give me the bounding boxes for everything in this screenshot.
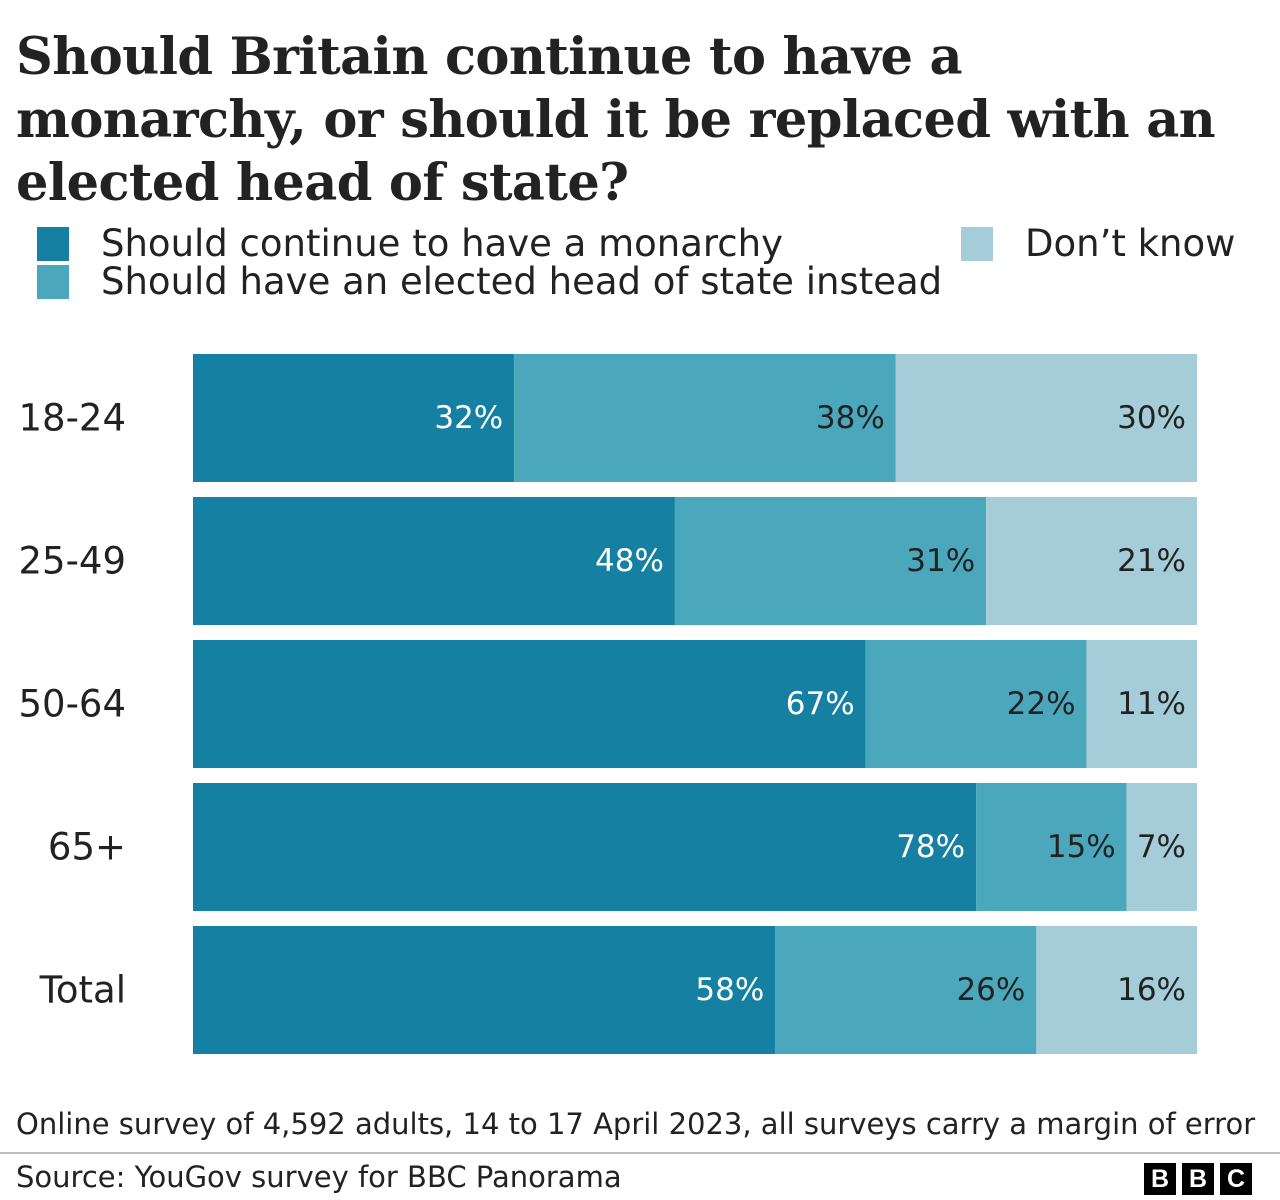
- data-label-total-monarchy: 58%: [695, 972, 764, 1008]
- data-label-18-24-dont-know: 30%: [1117, 400, 1186, 436]
- data-label-50-64-dont-know: 11%: [1117, 686, 1186, 722]
- bar-65-elected-head: [976, 783, 1127, 911]
- legend-item-elected-head: Should have an elected head of state ins…: [37, 262, 942, 302]
- data-label-65-elected-head: 15%: [1047, 829, 1116, 865]
- stacked-bar-chart: 18-24 32% 38% 30% 25-49 48% 31% 21% 50-64 67% 22% 1…: [18, 354, 1197, 1054]
- category-label-65: 65+: [48, 826, 126, 869]
- bar-total-dont-know: [1036, 926, 1197, 1054]
- bar-50-64-elected-head: [865, 640, 1087, 768]
- data-label-25-49-monarchy: 48%: [595, 543, 664, 579]
- legend-swatch-monarchy: [37, 227, 69, 261]
- data-label-50-64-monarchy: 67%: [786, 686, 855, 722]
- legend-item-dont-know: Don’t know: [961, 224, 1235, 264]
- data-label-total-elected-head: 26%: [956, 972, 1025, 1008]
- category-label-total: Total: [39, 969, 126, 1012]
- footer-divider: [0, 1152, 1280, 1154]
- bar-total-monarchy: [193, 926, 776, 1054]
- data-label-18-24-elected-head: 38%: [816, 400, 885, 436]
- bar-50-64-dont-know: [1086, 640, 1197, 768]
- data-label-total-dont-know: 16%: [1117, 972, 1186, 1008]
- bar-18-24-dont-know: [895, 354, 1197, 482]
- data-label-18-24-monarchy: 32%: [434, 400, 503, 436]
- legend-label-elected-head: Should have an elected head of state ins…: [101, 260, 943, 303]
- bar-total-elected-head: [775, 926, 1037, 1054]
- bbc-logo-block-c: C: [1220, 1163, 1252, 1195]
- bbc-logo: B B C: [1144, 1163, 1252, 1195]
- bar-18-24-elected-head: [514, 354, 896, 482]
- legend-label-monarchy: Should continue to have a monarchy: [101, 222, 783, 265]
- legend-swatch-elected-head: [37, 265, 69, 299]
- bar-25-49-elected-head: [674, 497, 987, 625]
- data-label-65-dont-know: 7%: [1137, 829, 1186, 865]
- category-label-18-24: 18-24: [18, 397, 126, 440]
- bbc-logo-block-b1: B: [1144, 1163, 1176, 1195]
- bar-18-24-monarchy: [193, 354, 515, 482]
- data-label-25-49-elected-head: 31%: [906, 543, 975, 579]
- bar-50-64-monarchy: [193, 640, 866, 768]
- bar-65-dont-know: [1126, 783, 1197, 911]
- data-label-50-64-elected-head: 22%: [1007, 686, 1076, 722]
- legend-item-monarchy: Should continue to have a monarchy: [37, 224, 783, 264]
- category-label-50-64: 50-64: [18, 683, 126, 726]
- bar-25-49-monarchy: [193, 497, 675, 625]
- category-label-25-49: 25-49: [18, 540, 126, 583]
- bar-25-49-dont-know: [986, 497, 1197, 625]
- bar-65-monarchy: [193, 783, 977, 911]
- data-label-65-monarchy: 78%: [896, 829, 965, 865]
- legend-swatch-dont-know: [961, 227, 993, 261]
- legend-label-dont-know: Don’t know: [1025, 222, 1236, 265]
- source-text: Source: YouGov survey for BBC Panorama: [16, 1160, 622, 1194]
- data-label-25-49-dont-know: 21%: [1117, 543, 1186, 579]
- survey-note: Online survey of 4,592 adults, 14 to 17 …: [16, 1107, 1256, 1141]
- bbc-logo-block-b2: B: [1182, 1163, 1214, 1195]
- chart-title: Should Britain continue to have a monarc…: [16, 27, 1216, 213]
